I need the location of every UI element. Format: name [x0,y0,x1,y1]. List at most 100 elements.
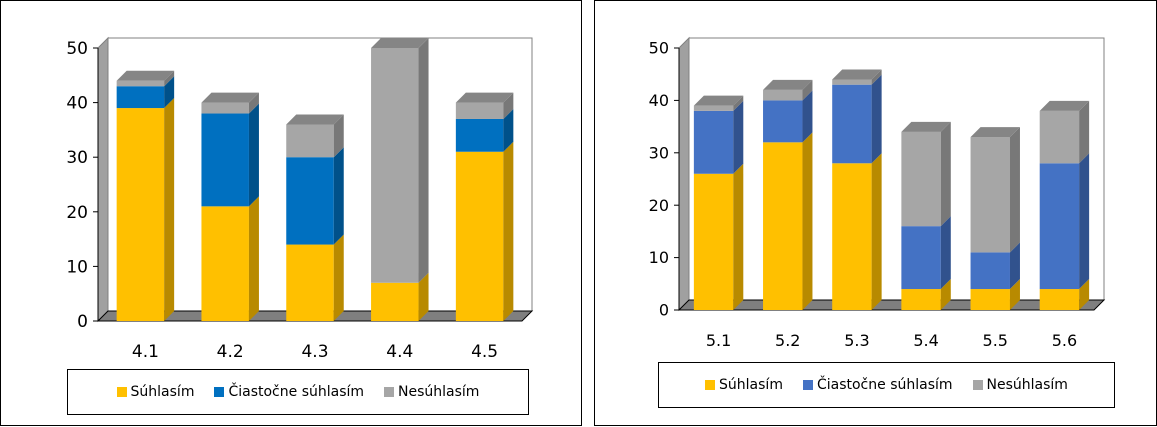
bar-stack [763,79,813,310]
y-tick-label: 20 [66,203,88,223]
bar-segment-front [455,118,504,152]
chart-panel-right: 0 10 20 30 40 50 5.1 5.2 5.3 5.4 5.5 5.6 Súhlasím Č… [594,0,1157,426]
bar-segment-side [164,70,175,87]
x-tick-label: 4.1 [132,342,159,362]
bar-segment-top [1039,100,1090,111]
bar-segment-side [871,69,882,85]
bar-segment-front [763,100,803,143]
bar-stack [286,114,344,321]
bar-stack [901,121,951,310]
chart-left-plot: 0 10 20 30 40 50 4.1 4.2 4.3 4.4 4.5 [66,36,534,362]
bar-segment-front [1039,110,1080,164]
bar-segment-side [1009,242,1020,290]
legend-swatch [972,380,983,390]
legend-label: Nesúhlasím [398,384,480,400]
plot-side-wall [678,36,690,312]
x-tick-label: 5.6 [1052,331,1077,350]
legend-label: Súhlasím [130,384,195,400]
bar-segment-side [503,108,514,152]
y-tick-label: 30 [66,148,88,168]
x-tick-label: 5.1 [706,331,731,350]
bar-segment-front [371,282,419,321]
bar-segment-front [832,84,872,164]
bar-segment-front [832,79,872,85]
bar-segment-side [1079,153,1090,290]
bar-segment-top [201,92,259,103]
y-tick-label: 20 [649,196,669,215]
bar-segment-side [333,114,344,158]
bar-segment-top [455,92,514,103]
bar-segment-side [802,132,813,310]
bar-segment-side [164,98,175,321]
bar-segment-side [1009,127,1020,253]
bar-segment-side [871,74,882,164]
bar-segment-side [871,153,882,310]
bar-segment-front [693,110,734,174]
bar-stack [201,92,259,321]
bar-segment-top [693,95,744,106]
bar-segment-side [418,272,429,321]
bar-segment-side [802,90,813,143]
bar-segment-front [901,289,941,310]
bar-segment-top [286,114,344,125]
x-tick-label: 4.5 [471,342,498,362]
bar-stack [970,127,1020,310]
bar-segment-front [455,102,504,119]
y-tick-label: 10 [66,257,88,277]
bar-segment-side [248,196,259,321]
bar-segment-front [116,108,165,321]
bar-segment-side [1079,279,1090,310]
bar-segment-side [503,92,514,119]
bar-segment-side [333,234,344,321]
bar-segment-top [832,69,882,80]
bar-segment-front [201,206,249,321]
bar-segment-side [1009,279,1020,310]
bar-segment-top [116,70,175,81]
bar-segment-side [940,216,951,290]
x-tick-label: 5.4 [913,331,938,350]
legend-swatch [214,387,225,397]
bar-stack [832,69,882,310]
bar-segment-front [455,151,504,321]
x-tick-label: 4.4 [386,342,413,362]
bar-segment-side [248,92,259,114]
bar-segment-side [503,141,514,321]
bar-segment-front [116,86,165,109]
bar-segment-front [693,105,734,111]
legend-item: Súhlasím [705,377,783,393]
chart-panel-left: 0 10 20 30 40 50 4.1 4.2 4.3 4.4 4.5 Súhlasím Čias… [0,0,582,426]
bar-segment-front [901,226,941,290]
bar-segment-front [286,157,334,245]
chart-left-legend: Súhlasím Čiastočne súhlasím Nesúhlasím [67,369,529,415]
bar-segment-top [763,79,813,90]
legend-label: Čiastočne súhlasím [228,384,365,400]
bar-segment-front [201,102,249,114]
legend-item: Nesúhlasím [972,377,1068,393]
y-tick-label: 0 [659,301,669,320]
bar-segment-side [940,121,951,227]
bar-segment-front [970,137,1010,253]
x-tick-label: 5.2 [775,331,800,350]
chart-right-legend: Súhlasím Čiastočne súhlasím Nesúhlasím [658,362,1115,408]
legend-item: Nesúhlasím [384,384,479,400]
y-tick-label: 50 [649,39,669,58]
legend-swatch [384,387,395,397]
legend-label: Čiastočne súhlasím [816,377,953,393]
bar-segment-front [1039,289,1080,310]
legend-item: Čiastočne súhlasím [802,377,953,393]
bar-stack [371,38,429,321]
bar-segment-side [248,103,259,207]
bar-segment-front [763,142,803,310]
bar-stack [693,95,744,310]
x-tick-label: 4.3 [301,342,328,362]
bar-segment-top [371,38,429,48]
x-tick-label: 4.2 [217,342,244,362]
bar-segment-front [1039,163,1080,290]
legend-label: Súhlasím [719,377,783,393]
y-tick-label: 40 [649,91,669,110]
bar-segment-front [201,113,249,207]
legend-item: Súhlasím [116,384,195,400]
bar-segment-side [418,38,429,283]
bar-segment-front [970,289,1010,310]
bar-segment-top [901,121,951,132]
